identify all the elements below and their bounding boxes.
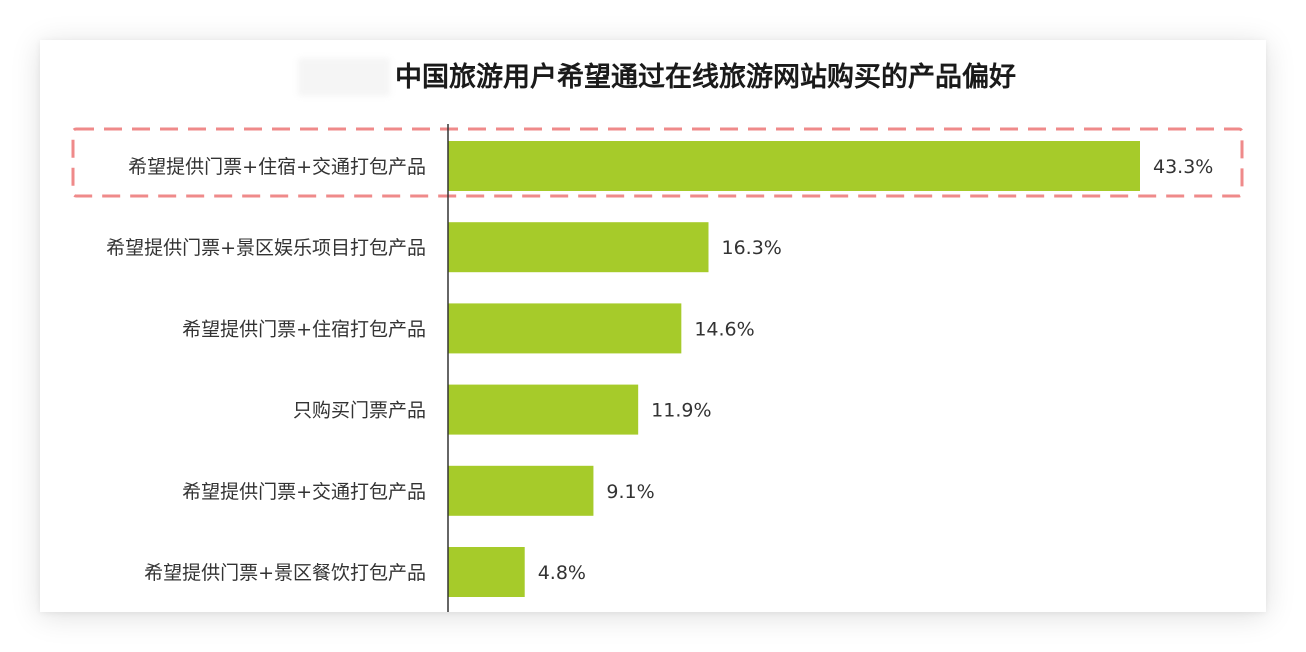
value-label-5: 9.1% xyxy=(606,481,654,503)
value-label-4: 11.9% xyxy=(651,400,711,422)
chart-title: 中国旅游用户希望通过在线旅游网站购买的产品偏好 xyxy=(395,62,1016,93)
bar-4 xyxy=(448,384,639,435)
category-label-4: 只购买门票产品 xyxy=(293,400,426,422)
bar-2 xyxy=(448,222,709,273)
bar-3 xyxy=(448,303,682,354)
value-label-6: 4.8% xyxy=(538,562,586,584)
category-label-1: 希望提供门票+住宿+交通打包产品 xyxy=(128,156,426,178)
category-label-3: 希望提供门票+住宿打包产品 xyxy=(182,318,426,340)
bar-1 xyxy=(448,141,1140,191)
category-label-6: 希望提供门票+景区餐饮打包产品 xyxy=(144,562,426,584)
bar-5 xyxy=(448,465,594,516)
value-label-2: 16.3% xyxy=(721,237,781,259)
category-label-2: 希望提供门票+景区娱乐项目打包产品 xyxy=(106,237,426,259)
title-logo-mark xyxy=(298,58,390,96)
value-label-1: 43.3% xyxy=(1153,156,1213,178)
bar-6 xyxy=(448,547,525,597)
category-label-5: 希望提供门票+交通打包产品 xyxy=(182,481,426,503)
value-label-3: 14.6% xyxy=(694,318,754,340)
